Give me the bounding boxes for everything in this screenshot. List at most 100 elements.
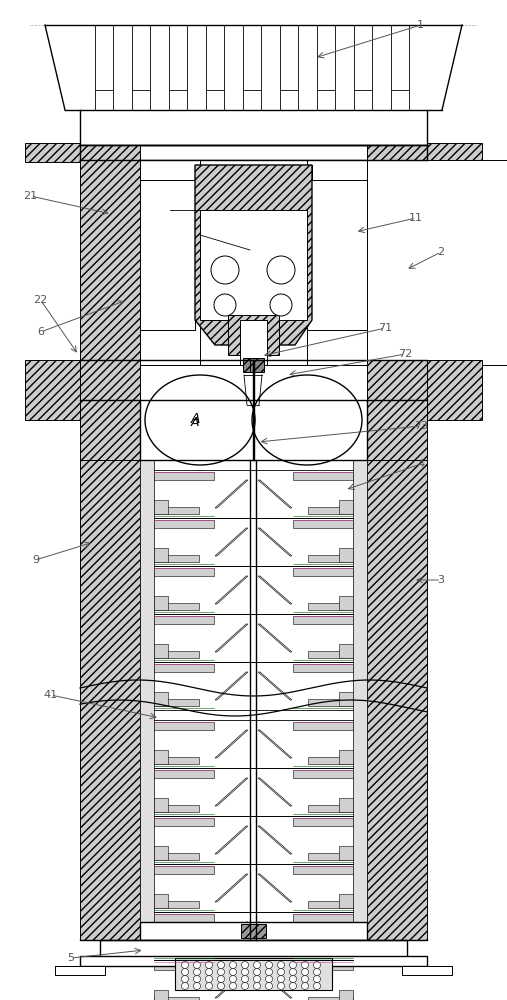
Bar — [402, 966, 452, 975]
Bar — [307, 160, 367, 365]
Circle shape — [182, 968, 189, 976]
Polygon shape — [258, 528, 292, 556]
Circle shape — [289, 962, 297, 968]
Bar — [154, 603, 199, 610]
Bar — [154, 555, 199, 562]
Circle shape — [230, 968, 236, 976]
Text: 9: 9 — [32, 555, 39, 565]
Bar — [293, 568, 353, 576]
Bar — [154, 818, 214, 826]
Circle shape — [182, 976, 189, 982]
Text: 41: 41 — [44, 690, 58, 700]
Circle shape — [277, 976, 284, 982]
Circle shape — [289, 976, 297, 982]
Bar — [55, 966, 105, 975]
Bar — [339, 942, 353, 956]
Circle shape — [266, 968, 272, 976]
Bar — [80, 360, 140, 400]
Bar — [154, 616, 214, 624]
Polygon shape — [215, 970, 248, 998]
Bar — [308, 805, 353, 812]
Polygon shape — [258, 576, 292, 604]
Bar — [339, 548, 353, 562]
Bar — [154, 699, 199, 706]
Circle shape — [266, 976, 272, 982]
Bar — [140, 160, 367, 365]
Bar — [154, 472, 214, 480]
Bar — [353, 460, 367, 940]
Bar — [427, 143, 482, 162]
Bar — [80, 145, 140, 160]
Circle shape — [241, 962, 248, 968]
Polygon shape — [215, 480, 248, 508]
Polygon shape — [215, 528, 248, 556]
Polygon shape — [215, 672, 248, 700]
Bar — [200, 210, 307, 320]
Bar — [367, 460, 427, 940]
Bar — [308, 699, 353, 706]
Circle shape — [194, 968, 200, 976]
Bar — [339, 644, 353, 658]
Bar — [154, 990, 168, 1000]
Bar — [154, 894, 168, 908]
Bar — [308, 901, 353, 908]
Bar — [154, 722, 214, 730]
Circle shape — [313, 968, 320, 976]
Bar — [80, 460, 140, 940]
Text: A: A — [191, 416, 199, 428]
Bar — [293, 914, 353, 922]
Circle shape — [211, 256, 239, 284]
Bar — [339, 596, 353, 610]
Circle shape — [230, 982, 236, 990]
Circle shape — [254, 962, 261, 968]
Circle shape — [230, 962, 236, 968]
Text: 22: 22 — [33, 295, 48, 305]
Polygon shape — [258, 672, 292, 700]
Circle shape — [267, 256, 295, 284]
Bar — [241, 924, 266, 938]
Bar — [140, 160, 367, 365]
Circle shape — [241, 982, 248, 990]
Bar — [308, 555, 353, 562]
Text: 72: 72 — [399, 349, 413, 359]
Polygon shape — [258, 826, 292, 854]
Bar — [154, 949, 199, 956]
Polygon shape — [195, 165, 312, 345]
Text: 6: 6 — [37, 327, 44, 337]
Circle shape — [266, 982, 272, 990]
Bar — [175, 958, 332, 990]
Circle shape — [277, 962, 284, 968]
Circle shape — [313, 962, 320, 968]
Bar — [308, 651, 353, 658]
Bar — [25, 360, 80, 420]
Bar — [367, 160, 427, 365]
Polygon shape — [258, 480, 292, 508]
Bar — [339, 894, 353, 908]
Bar — [339, 750, 353, 764]
Bar — [339, 990, 353, 1000]
Circle shape — [266, 962, 272, 968]
Polygon shape — [215, 922, 248, 950]
Circle shape — [241, 968, 248, 976]
Bar — [308, 757, 353, 764]
Text: 1: 1 — [417, 20, 424, 30]
Bar — [154, 942, 168, 956]
Circle shape — [254, 976, 261, 982]
Text: 2: 2 — [438, 247, 445, 257]
Circle shape — [205, 976, 212, 982]
Polygon shape — [258, 730, 292, 758]
Bar — [140, 460, 154, 940]
Bar — [154, 664, 214, 672]
Circle shape — [218, 962, 225, 968]
Text: 71: 71 — [378, 323, 392, 333]
Circle shape — [254, 982, 261, 990]
Polygon shape — [258, 922, 292, 950]
Bar — [154, 548, 168, 562]
Bar — [80, 145, 427, 160]
Bar — [154, 914, 214, 922]
Bar — [307, 180, 367, 330]
Bar — [154, 507, 199, 514]
Polygon shape — [215, 624, 248, 652]
Bar — [154, 596, 168, 610]
Bar — [154, 853, 199, 860]
